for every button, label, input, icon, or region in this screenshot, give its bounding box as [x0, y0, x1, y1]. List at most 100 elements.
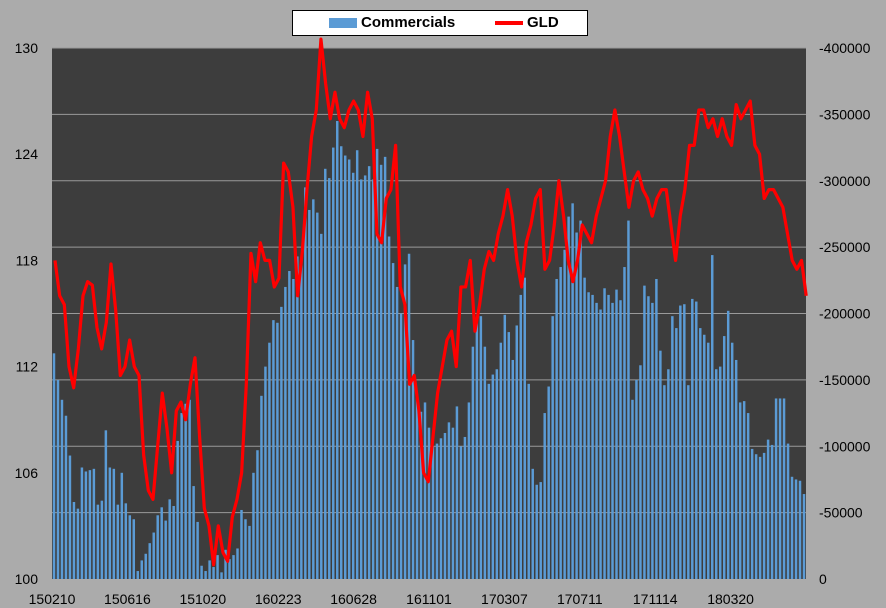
commercials-bar — [611, 302, 614, 579]
commercials-bar — [160, 507, 163, 579]
commercials-bar — [403, 264, 407, 579]
x-axis: 150210 150616 151020 160223 160628 161101 1703… — [29, 591, 755, 607]
right-tick-label: -300000 — [819, 173, 871, 189]
commercials-bar — [531, 468, 534, 579]
commercials-bar — [722, 336, 726, 579]
commercials-bar — [750, 448, 754, 579]
commercials-bar — [132, 519, 136, 579]
commercials-bar — [200, 565, 203, 579]
commercials-bar — [252, 472, 255, 579]
commercials-bar — [455, 406, 459, 579]
commercials-bar — [439, 438, 443, 579]
commercials-bar — [571, 203, 574, 579]
commercials-bar — [435, 443, 439, 579]
right-tick-label: 0 — [819, 571, 827, 587]
commercials-bar — [559, 267, 562, 579]
commercials-bar — [272, 320, 275, 579]
commercials-bar — [411, 340, 415, 579]
commercials-bar — [248, 525, 251, 579]
legend-swatch-gld — [495, 21, 523, 26]
commercials-bar — [754, 454, 758, 579]
commercials-bar — [52, 353, 56, 579]
left-tick-label: 112 — [16, 359, 39, 375]
x-tick-label: 160628 — [330, 591, 377, 607]
commercials-bar — [667, 369, 670, 579]
commercials-bar — [108, 467, 112, 579]
commercials-bar — [148, 543, 151, 579]
commercials-bar — [64, 415, 68, 579]
gld-line-group — [53, 37, 808, 567]
commercials-bar — [172, 505, 175, 579]
legend-item-gld: GLD — [495, 14, 559, 31]
commercials-bar — [758, 456, 762, 579]
commercials-bar — [762, 452, 766, 579]
left-tick-label: 124 — [15, 146, 39, 162]
commercials-bar — [152, 532, 155, 579]
commercials-bar — [726, 310, 730, 579]
commercials-bar — [60, 399, 64, 579]
commercials-bar — [84, 471, 88, 579]
commercials-bar — [296, 256, 299, 579]
commercials-bar — [527, 383, 530, 579]
right-axis: 0 -50000 -100000 -150000 -200000 -250000 -3000… — [819, 40, 871, 587]
commercials-bar — [699, 328, 702, 579]
commercials-bar — [128, 515, 132, 579]
commercials-bar — [288, 271, 291, 579]
commercials-bar — [204, 571, 207, 579]
commercials-bar — [742, 401, 746, 579]
commercials-bar — [703, 334, 706, 579]
commercials-bar — [583, 277, 586, 579]
commercials-bar — [391, 263, 395, 579]
commercials-bar — [312, 199, 315, 579]
commercials-bar — [683, 304, 686, 579]
commercials-bar — [427, 427, 431, 579]
x-tick-label: 180320 — [707, 591, 754, 607]
commercials-bar — [619, 300, 622, 579]
commercials-bar — [256, 450, 259, 579]
commercials-bar — [220, 572, 223, 579]
commercials-bar — [92, 468, 96, 579]
commercials-bar — [603, 288, 606, 579]
commercials-bar — [718, 366, 722, 579]
commercials-bar — [276, 322, 279, 579]
x-tick-label: 150210 — [29, 591, 76, 607]
commercials-bar — [136, 571, 140, 579]
commercials-bar — [507, 332, 511, 579]
commercials-bar — [280, 306, 283, 579]
commercials-bar — [778, 398, 782, 579]
x-tick-label: 161101 — [406, 591, 452, 607]
commercials-bar — [535, 484, 538, 579]
commercials-bar — [607, 294, 610, 579]
commercials-bar — [375, 148, 379, 579]
commercials-bar — [655, 278, 658, 579]
commercials-bar — [72, 502, 76, 579]
left-tick-label: 118 — [16, 252, 39, 268]
commercials-bar — [790, 476, 794, 579]
commercials-bar — [766, 439, 770, 579]
commercials-bar — [615, 289, 618, 579]
commercials-bar — [284, 286, 287, 579]
x-tick-label: 151020 — [179, 591, 226, 607]
x-tick-label: 160223 — [255, 591, 302, 607]
left-tick-label: 100 — [15, 571, 39, 587]
commercials-bar — [595, 302, 598, 579]
commercials-bar — [76, 508, 80, 579]
commercials-bar — [308, 209, 311, 579]
commercials-bar — [423, 402, 427, 579]
commercials-bar — [663, 385, 666, 579]
x-tick-label: 170307 — [481, 591, 528, 607]
commercials-bar — [359, 179, 363, 580]
commercials-bar — [491, 374, 495, 579]
commercials-bar — [707, 342, 710, 579]
commercials-bar — [419, 411, 423, 579]
commercials-bar — [647, 296, 650, 579]
commercials-bar — [383, 156, 387, 579]
commercials-bar — [332, 147, 335, 579]
commercials-bar — [96, 504, 100, 579]
commercials-bar — [487, 383, 491, 579]
commercials-bar — [340, 146, 343, 580]
commercials-bar — [471, 346, 475, 579]
commercials-bar — [543, 413, 546, 579]
commercials-bar — [738, 402, 742, 579]
